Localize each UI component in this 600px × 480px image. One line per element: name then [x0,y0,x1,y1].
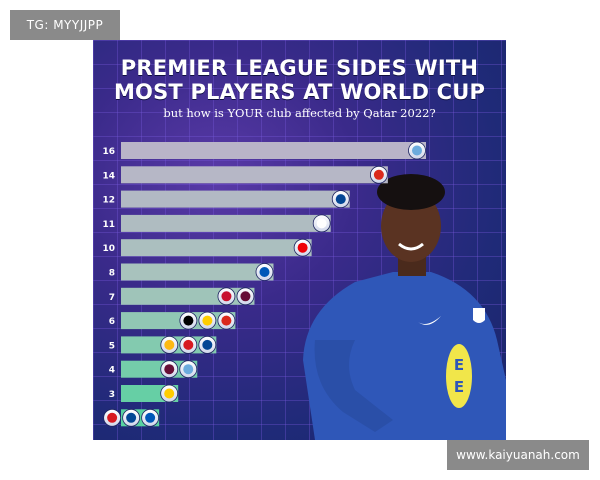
crystal-palace-crest-icon-emblem [145,412,156,423]
england-badge [473,308,485,323]
watermark-bottom-right: www.kaiyuanah.com [447,440,589,470]
tick-label-8: 8 [109,269,115,279]
brighton-crest-icon-emblem [259,267,270,277]
bar-10 [121,239,312,257]
bars-group: 16141211108765432 [102,141,426,427]
bar-11 [121,214,331,232]
fulham-crest-icon-emblem [183,315,194,326]
leeds-crest-icon-emblem [164,388,175,399]
tick-label-4: 4 [109,366,115,376]
nike-swoosh [418,316,441,325]
southampton-crest-icon-emblem [107,412,118,423]
everton-crest-icon-emblem [183,364,194,375]
man-city-crest-icon-emblem [412,145,422,156]
svg-text:E: E [454,356,464,374]
bar-16 [121,142,426,159]
bar-chart: E E 16141211108765432 [102,141,506,440]
tick-label-5: 5 [109,341,115,351]
nottingham-forest-crest-icon-emblem [221,315,232,326]
bar-14 [121,166,388,184]
tick-label-16: 16 [102,147,115,157]
tick-label-6: 6 [109,317,115,327]
bar-8 [121,263,274,281]
tick-label-3: 3 [109,390,115,400]
ee-sponsor-logo [446,344,472,408]
tick-label-10: 10 [102,244,115,254]
brentford-crest-icon-emblem [202,315,213,326]
aston-villa-crest-icon-emblem [164,364,175,375]
bournemouth-crest-icon-emblem [126,412,137,423]
newcastle-crest-icon-emblem [202,339,213,350]
chart-title: PREMIER LEAGUE SIDES WITH MOST PLAYERS A… [113,56,486,104]
west-ham-crest-icon-emblem [183,339,194,350]
bar-4 [121,360,198,378]
tick-label-11: 11 [102,220,115,230]
infographic-poster: E E 16141211108765432 PREMIER LEAGUE SID… [93,40,506,440]
wolves-crest-icon-emblem [164,339,175,350]
tick-label-7: 7 [109,293,115,303]
man-united-crest-icon-emblem [373,169,384,180]
arsenal-crest-icon-emblem [297,242,308,253]
watermark-top-left: TG: MYYJJPP [10,10,120,40]
chelsea-crest-icon-emblem [335,194,346,205]
chart-subtitle: but how is YOUR club affected by Qatar 2… [163,106,436,120]
liverpool-crest-icon-emblem [221,291,232,302]
tottenham-crest-icon-emblem [316,218,327,229]
player-hair [377,174,445,210]
bar-12 [121,190,350,208]
tick-label-12: 12 [102,196,115,206]
leicester-crest-icon-emblem [240,291,251,302]
player-photo: E E [303,174,506,440]
svg-text:E: E [454,378,464,396]
player-arm [314,340,393,432]
tick-label-14: 14 [102,171,115,181]
player-smile [398,242,424,251]
